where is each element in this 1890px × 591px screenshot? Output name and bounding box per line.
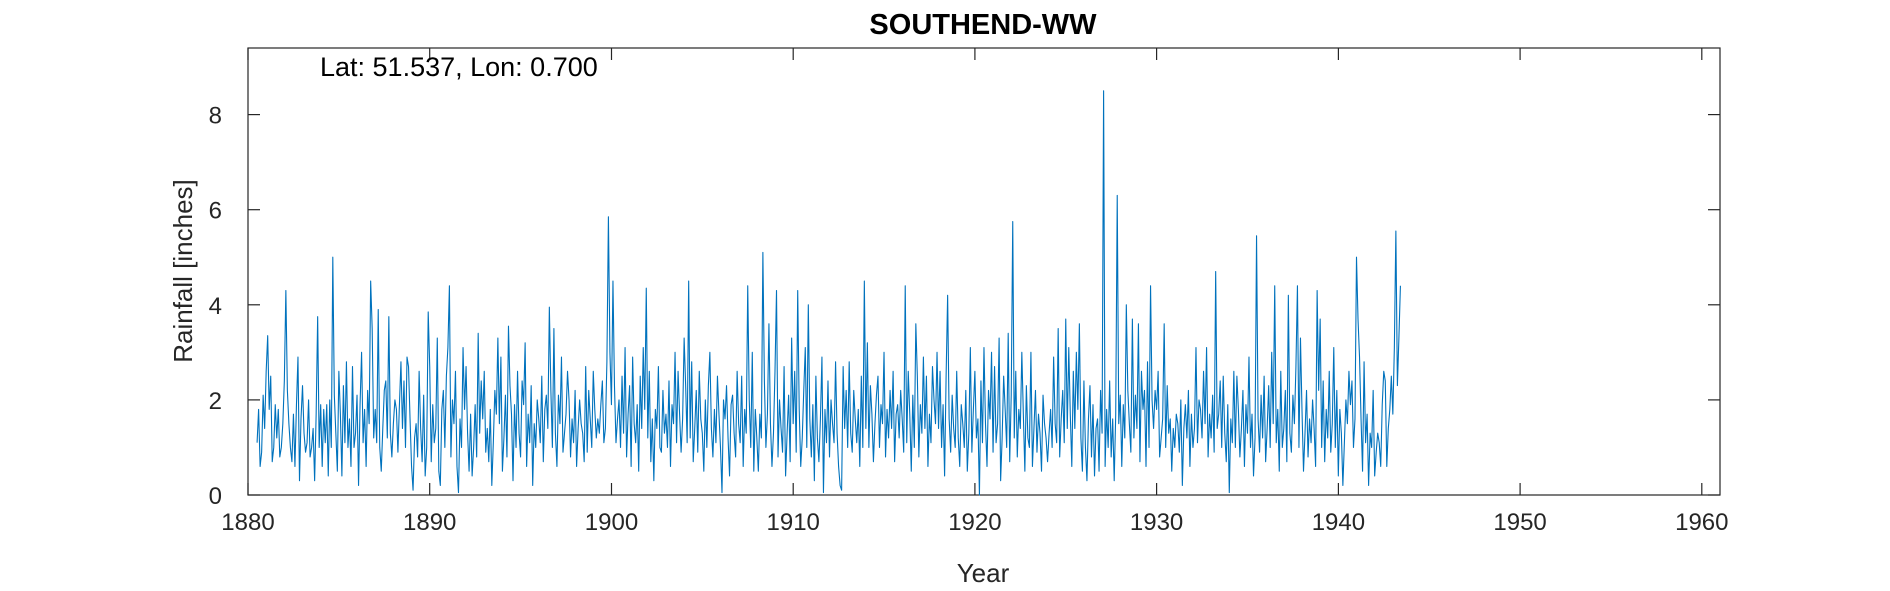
x-tick-label-1910: 1910	[767, 509, 820, 536]
x-axis-label: Year	[957, 558, 1010, 588]
x-tick-label-1930: 1930	[1130, 509, 1183, 536]
y-tick-label-6: 6	[209, 198, 222, 225]
y-axis-label: Rainfall [inches]	[168, 179, 198, 363]
chart-title: SOUTHEND-WW	[869, 9, 1097, 41]
x-tick-label-1960: 1960	[1675, 509, 1728, 536]
plot-frame	[247, 47, 1721, 496]
x-tick-label-1900: 1900	[585, 509, 638, 536]
rainfall-series-line-0	[256, 90, 1401, 496]
y-tick-label-8: 8	[209, 103, 222, 130]
x-tick-labels: 1880 1890 1900 1910 1920 1930 1940 1950 1960	[221, 509, 1728, 536]
y-tick-labels: 0 2 4 6 8	[209, 103, 222, 510]
series-group	[256, 90, 1401, 496]
x-tick-label-1890: 1890	[403, 509, 456, 536]
x-tick-label-1950: 1950	[1493, 509, 1546, 536]
y-tick-label-2: 2	[209, 388, 222, 415]
x-tick-label-1940: 1940	[1312, 509, 1365, 536]
x-tick-label-1920: 1920	[948, 509, 1001, 536]
location-annotation: Lat: 51.537, Lon: 0.700	[320, 52, 598, 82]
y-tick-label-0: 0	[209, 483, 222, 510]
plot-area	[247, 47, 1721, 496]
axis-ticks	[247, 48, 1720, 496]
y-tick-label-4: 4	[209, 293, 222, 320]
x-tick-label-1880: 1880	[221, 509, 274, 536]
